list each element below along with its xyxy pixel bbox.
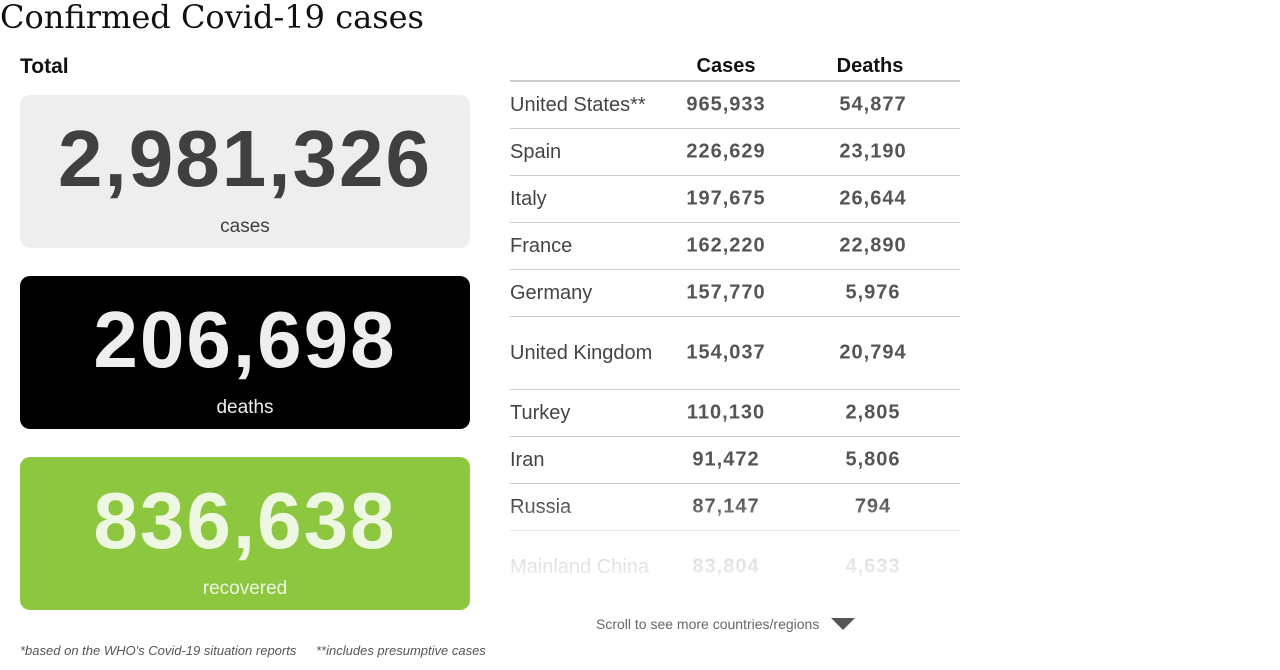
country-table[interactable]: Cases Deaths United States** 965,933 54,…	[510, 54, 960, 590]
country-deaths: 5,976	[845, 281, 901, 304]
country-name: Iran	[510, 449, 545, 471]
table-row: France 162,220 22,890	[510, 223, 960, 270]
recovered-card: 836,638 recovered	[20, 457, 470, 610]
country-name: Turkey	[510, 402, 571, 424]
country-deaths: 794	[854, 495, 892, 518]
recovered-total-value: 836,638	[93, 476, 397, 565]
table-row: Italy 197,675 26,644	[510, 176, 960, 223]
deaths-card: 206,698 deaths	[20, 276, 470, 429]
country-cases: 965,933	[686, 93, 766, 116]
deaths-total-value: 206,698	[93, 295, 397, 384]
country-name: Germany	[510, 282, 593, 304]
country-cases: 162,220	[686, 234, 766, 257]
country-deaths: 2,805	[845, 401, 901, 424]
footnote-who: *based on the WHO's Covid-19 situation r…	[20, 643, 297, 658]
table-row: Germany 157,770 5,976	[510, 270, 960, 317]
recovered-caption: recovered	[202, 578, 288, 599]
country-name: United States**	[510, 94, 646, 116]
table-row: Russia 87,147 794	[510, 484, 960, 531]
page-title: Confirmed Covid-19 cases	[0, 0, 424, 36]
country-cases: 87,147	[692, 495, 760, 518]
table-row: United Kingdom 154,037 20,794	[510, 317, 960, 390]
footnote-presumptive: **includes presumptive cases	[316, 643, 486, 658]
cases-column-header: Cases	[696, 55, 756, 77]
total-label: Total	[20, 55, 69, 78]
country-deaths: 22,890	[839, 234, 907, 257]
country-name: Mainland China	[510, 556, 649, 578]
country-cases: 154,037	[686, 341, 766, 364]
country-cases: 226,629	[686, 140, 766, 163]
scroll-hint[interactable]: Scroll to see more countries/regions	[596, 616, 856, 632]
country-cases: 83,804	[692, 555, 760, 578]
table-row: Turkey 110,130 2,805	[510, 390, 960, 437]
country-cases: 110,130	[686, 401, 766, 424]
country-name: France	[510, 235, 573, 257]
country-deaths: 54,877	[839, 93, 907, 116]
country-deaths: 23,190	[839, 140, 907, 163]
table-row: Iran 91,472 5,806	[510, 437, 960, 484]
cases-caption: cases	[220, 216, 270, 237]
country-cases: 197,675	[686, 187, 766, 210]
country-name: Russia	[510, 496, 572, 518]
country-cases: 157,770	[686, 281, 766, 304]
deaths-caption: deaths	[216, 397, 274, 418]
table-row: United States** 965,933 54,877	[510, 82, 960, 129]
country-name: Italy	[510, 188, 547, 210]
deaths-column-header: Deaths	[836, 55, 904, 77]
country-deaths: 20,794	[839, 341, 907, 364]
table-header: Cases Deaths	[510, 54, 960, 82]
country-name: United Kingdom	[510, 342, 653, 364]
triangle-down-icon[interactable]	[831, 618, 856, 630]
country-deaths: 4,633	[845, 555, 901, 578]
country-name: Spain	[510, 141, 562, 163]
scroll-hint-label: Scroll to see more countries/regions	[596, 616, 820, 632]
table-row: Spain 226,629 23,190	[510, 129, 960, 176]
cases-total-value: 2,981,326	[58, 114, 432, 203]
cases-card: 2,981,326 cases	[20, 95, 470, 248]
country-cases: 91,472	[692, 448, 760, 471]
table-row: Mainland China 83,804 4,633	[510, 531, 960, 590]
country-deaths: 5,806	[845, 448, 901, 471]
country-deaths: 26,644	[839, 187, 907, 210]
